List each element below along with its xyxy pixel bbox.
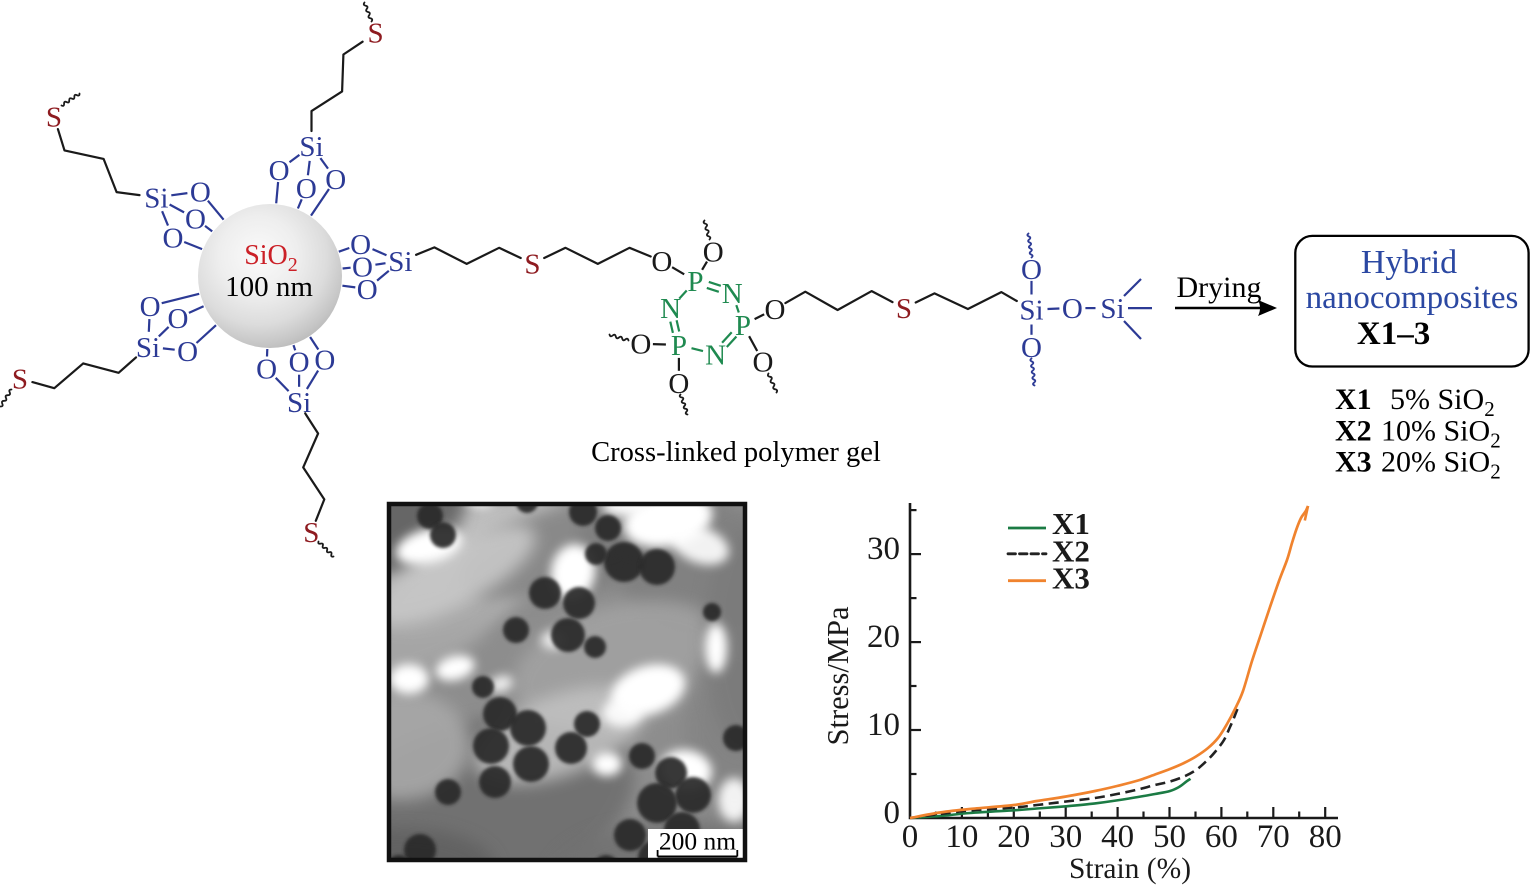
svg-text:40: 40 — [1101, 819, 1134, 855]
svg-text:O: O — [703, 236, 724, 268]
svg-text:50: 50 — [1153, 819, 1186, 855]
svg-text:Si: Si — [144, 182, 168, 214]
svg-text:30: 30 — [867, 531, 900, 567]
svg-text:0: 0 — [902, 819, 919, 855]
svg-text:30: 30 — [1049, 819, 1082, 855]
svg-text:Si: Si — [136, 332, 160, 364]
svg-text:O: O — [177, 336, 198, 368]
svg-text:10: 10 — [867, 707, 900, 743]
svg-text:S: S — [46, 102, 62, 134]
svg-text:Si: Si — [388, 246, 412, 278]
svg-text:X3: X3 — [1052, 561, 1090, 596]
svg-text:O: O — [269, 155, 290, 187]
svg-text:X2: X2 — [1052, 534, 1090, 569]
svg-text:S: S — [303, 517, 319, 549]
svg-text:O: O — [190, 176, 211, 208]
svg-text:O: O — [140, 291, 161, 323]
svg-text:N: N — [705, 339, 726, 371]
svg-text:O: O — [185, 204, 206, 236]
svg-text:60: 60 — [1205, 819, 1238, 855]
svg-text:O: O — [296, 173, 317, 205]
svg-text:O: O — [256, 354, 277, 386]
svg-text:20: 20 — [867, 619, 900, 655]
svg-text:Stress/MPa: Stress/MPa — [821, 606, 855, 745]
svg-text:Si: Si — [287, 387, 311, 419]
svg-text:S: S — [12, 364, 28, 396]
svg-text:O: O — [325, 164, 346, 196]
svg-text:O: O — [1021, 332, 1042, 364]
svg-text:nanocomposites: nanocomposites — [1306, 280, 1519, 316]
svg-text:Si: Si — [299, 131, 323, 163]
svg-text:S: S — [896, 293, 912, 325]
svg-text:O: O — [163, 223, 184, 255]
svg-text:70: 70 — [1257, 819, 1290, 855]
svg-text:Si: Si — [1100, 293, 1124, 325]
svg-text:200 nm: 200 nm — [659, 827, 736, 856]
svg-text:X1: X1 — [1052, 506, 1090, 541]
svg-text:O: O — [289, 347, 310, 379]
svg-text:X15% SiO2: X1 5% SiO2 — [1335, 383, 1495, 421]
svg-text:Strain (%): Strain (%) — [1069, 853, 1191, 885]
svg-text:S: S — [524, 249, 540, 281]
svg-text:80: 80 — [1309, 819, 1342, 855]
svg-text:N: N — [722, 278, 743, 310]
svg-text:P: P — [671, 330, 687, 362]
svg-text:P: P — [735, 310, 751, 342]
svg-text:O: O — [314, 345, 335, 377]
svg-text:O: O — [350, 229, 371, 261]
svg-text:Drying: Drying — [1177, 271, 1262, 304]
svg-text:Cross-linked polymer gel: Cross-linked polymer gel — [591, 437, 881, 468]
svg-text:O: O — [668, 368, 689, 400]
svg-text:S: S — [368, 17, 384, 49]
svg-text:O: O — [352, 252, 373, 284]
svg-text:100 nm: 100 nm — [225, 271, 313, 303]
svg-text:O: O — [168, 303, 189, 335]
svg-text:O: O — [651, 246, 672, 278]
svg-text:O: O — [357, 274, 378, 306]
svg-text:10: 10 — [945, 819, 978, 855]
svg-text:O: O — [753, 347, 774, 379]
svg-text:20: 20 — [997, 819, 1030, 855]
svg-text:Si: Si — [1019, 295, 1043, 327]
svg-text:N: N — [660, 293, 681, 325]
svg-text:O: O — [765, 294, 786, 326]
svg-text:X1–3: X1–3 — [1357, 316, 1430, 352]
svg-text:O: O — [1021, 254, 1042, 286]
svg-text:Hybrid: Hybrid — [1361, 244, 1457, 281]
svg-text:0: 0 — [884, 795, 901, 831]
svg-text:O: O — [1062, 293, 1083, 325]
svg-text:O: O — [630, 329, 651, 361]
svg-text:P: P — [687, 266, 703, 298]
